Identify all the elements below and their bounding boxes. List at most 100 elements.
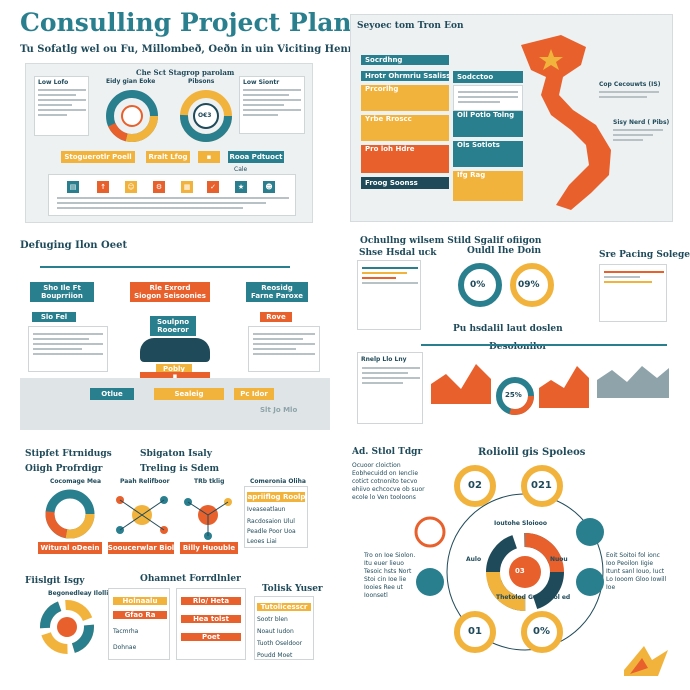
findings-list-1: Gapriiflog Roolpe	[247, 492, 305, 502]
right-list-1: Tutolicesscr	[257, 603, 311, 611]
chart-icon: ▤	[67, 181, 79, 193]
org-small-2: Pobly	[156, 364, 192, 374]
findings-list-4: Peadle Poor Uoa	[247, 527, 296, 535]
map-box-2: Oll Potlo Tolng	[453, 111, 523, 137]
radial-inner-right: Nuou	[550, 556, 568, 563]
map-step-2: Hrotr Ohrmriu Ssaliss	[361, 71, 449, 81]
vietnam-map	[521, 35, 611, 210]
findings-right-list: Tutolicesscr Sootr blen Noaut Iudon Tuot…	[254, 596, 314, 660]
document-icon: ▦	[181, 181, 193, 193]
findings-btn-2[interactable]: Sooucerwlar Biol	[108, 542, 174, 554]
org-left-top: Sho Ile Ft Bouprriion	[30, 282, 94, 302]
dashboard-sub-left: Shse Hsdal uck	[359, 248, 437, 258]
radial-inner-top: Ioutohe Sloiooo	[494, 520, 547, 527]
findings-lower-left: Fiislgit Isgy	[25, 576, 85, 586]
radial-panel-title: Ad. Stlol Tdgr	[352, 447, 423, 457]
mini-label: Cale	[234, 166, 248, 173]
findings-list-3: Racdosaion Ulul	[247, 517, 295, 525]
findings-lower-left-sub: Begonedleay Ilolling	[48, 590, 117, 597]
people-icon: ☻	[263, 181, 275, 193]
findings-list-5: Leoes Liai	[247, 537, 277, 545]
radial-left-text: Tro on Ioe Siolon. Itu euer lieuo Tesoic…	[364, 552, 416, 599]
bar2-item-1: Rlo/ Heta	[181, 597, 241, 605]
star-icon	[539, 49, 563, 70]
star-icon: ★	[235, 181, 247, 193]
right-list-2: Sootr blen	[257, 615, 288, 623]
findings-lower-center: Ohamnet Forrdlnler	[140, 574, 241, 584]
bar-item-1: Holnaalu	[113, 597, 167, 605]
findings-btn-3[interactable]: Billy Huouble	[180, 542, 238, 554]
radial-right-text: Eoit Soitoi fol ionc Ioo Peoilon Iigie I…	[606, 552, 667, 591]
left-card-title: Low Lofo	[38, 79, 69, 86]
map-step-4: Yrbe Rroscc	[361, 115, 449, 141]
org-cloud	[140, 338, 210, 362]
person-icon: ☺	[125, 181, 137, 193]
donut-a-value: 0%	[470, 280, 486, 290]
page-subtitle: Tu Sofatlg wel ou Fu, Millombeð, Oeðn in…	[20, 44, 362, 55]
icon-row-card: ▤ ↑ ☺ ⚙ ▦ ✓ ★ ☻	[48, 174, 296, 216]
check-icon: ✓	[207, 181, 219, 193]
findings-network	[116, 496, 168, 534]
radial-diagram	[414, 465, 604, 653]
findings-list-2: Iveaseatlaun	[247, 505, 286, 513]
org-small-1: Slo Fel	[32, 312, 76, 322]
findings-card-1-title: Cocomage Mea	[50, 478, 102, 485]
org-small-3: Rove	[260, 312, 292, 322]
findings-lower-right: Tolisk Yuser	[262, 584, 323, 594]
findings-sub-3: Treling is Sdem	[140, 464, 219, 474]
panel-map-title: Seyoec tom Tron Eon	[357, 21, 464, 31]
node-bottom-right: 0%	[533, 626, 550, 637]
map-step-5: Pro loh Hdre	[361, 145, 449, 173]
node-bottom-left: 01	[468, 626, 482, 637]
panel-org-title: Defuging Ilon Oeet	[20, 240, 128, 251]
dashboard-sub-right: Sre Pacing Solegen	[599, 250, 690, 260]
flow-bar-3: Rooa Pdtuoct	[228, 151, 284, 163]
map-box-4: Ifg Rag	[453, 171, 523, 201]
area-chart-1	[431, 364, 491, 404]
findings-sub-1: Oiigh Profrdigr	[25, 464, 103, 474]
bar-item-3: Tacmrha	[113, 627, 139, 635]
dashboard-label-d: Desolonilor	[489, 342, 548, 352]
donut-chart-2	[180, 90, 232, 142]
map-box-1-card	[453, 85, 523, 111]
findings-radial	[40, 600, 94, 654]
map-step-6: Froog Soonss	[361, 177, 449, 189]
org-center-top: Rle Exrord Siogon Seisoonies	[130, 282, 210, 302]
page-title: Consulling Project Plan	[20, 8, 352, 37]
right-list-5: Poudd Moet	[257, 651, 293, 659]
dashboard-right-card	[599, 264, 667, 322]
org-mid-bar: ▪	[140, 372, 210, 380]
bar2-item-2: Hea tolst	[181, 615, 241, 623]
findings-card-4-title: Comeronia Oliha	[250, 478, 306, 485]
panel-org-chart: Sho Ile Ft Bouprriion Rle Exrord Siogon Se…	[20, 260, 330, 430]
findings-btn-1[interactable]: Witural oDeein	[38, 542, 102, 554]
findings-list-card: Gapriiflog Roolpe Iveaseatlaun Racdosaio…	[244, 486, 308, 548]
findings-bar-card: Holnaalu Gfao Ra Tacmrha Dohnae	[108, 588, 170, 660]
corner-logo-icon	[624, 646, 668, 676]
findings-title: Stipfet Ftrnidugs	[25, 449, 112, 459]
map-box-3: Ols Sotlots	[453, 141, 523, 167]
radial-description: Ocuoor cloiction Eobhecuidd on Ienclie c…	[352, 462, 425, 501]
node-top-right: 021	[531, 480, 552, 491]
findings-card-2-title: Paah Relifboor	[120, 478, 170, 485]
dashboard-left-card	[357, 260, 421, 330]
right-list-4: Tuoth Oseldoor	[257, 639, 303, 647]
bar2-item-3: Poet	[181, 633, 241, 641]
area-chart-3	[597, 366, 669, 398]
donut-c	[496, 377, 534, 415]
area-chart-2	[539, 366, 589, 408]
org-center-box: Soulpno Rooeror	[150, 316, 196, 336]
bar-item-4: Dohnae	[113, 643, 137, 651]
findings-donut	[45, 489, 95, 539]
org-right-card	[248, 326, 320, 372]
panel-dashboard-title: Ochullng wilsem Stild Sgalif ofiigon	[360, 236, 542, 246]
radial-inner-left: Aulo	[466, 556, 482, 563]
donut-a	[458, 263, 502, 307]
right-info-card: Low Siontr	[239, 76, 305, 134]
donut-c-value: 25%	[505, 391, 522, 399]
gear-icon: ⚙	[153, 181, 165, 193]
org-bottom-1: Otlue	[90, 388, 134, 400]
panel-dashboard: Shse Hsdal uck Ouldl Ihe Doin Sre Pacing…	[355, 246, 690, 434]
org-bottom-2: Sealeig	[154, 388, 224, 400]
node-top-left: 02	[468, 480, 482, 491]
